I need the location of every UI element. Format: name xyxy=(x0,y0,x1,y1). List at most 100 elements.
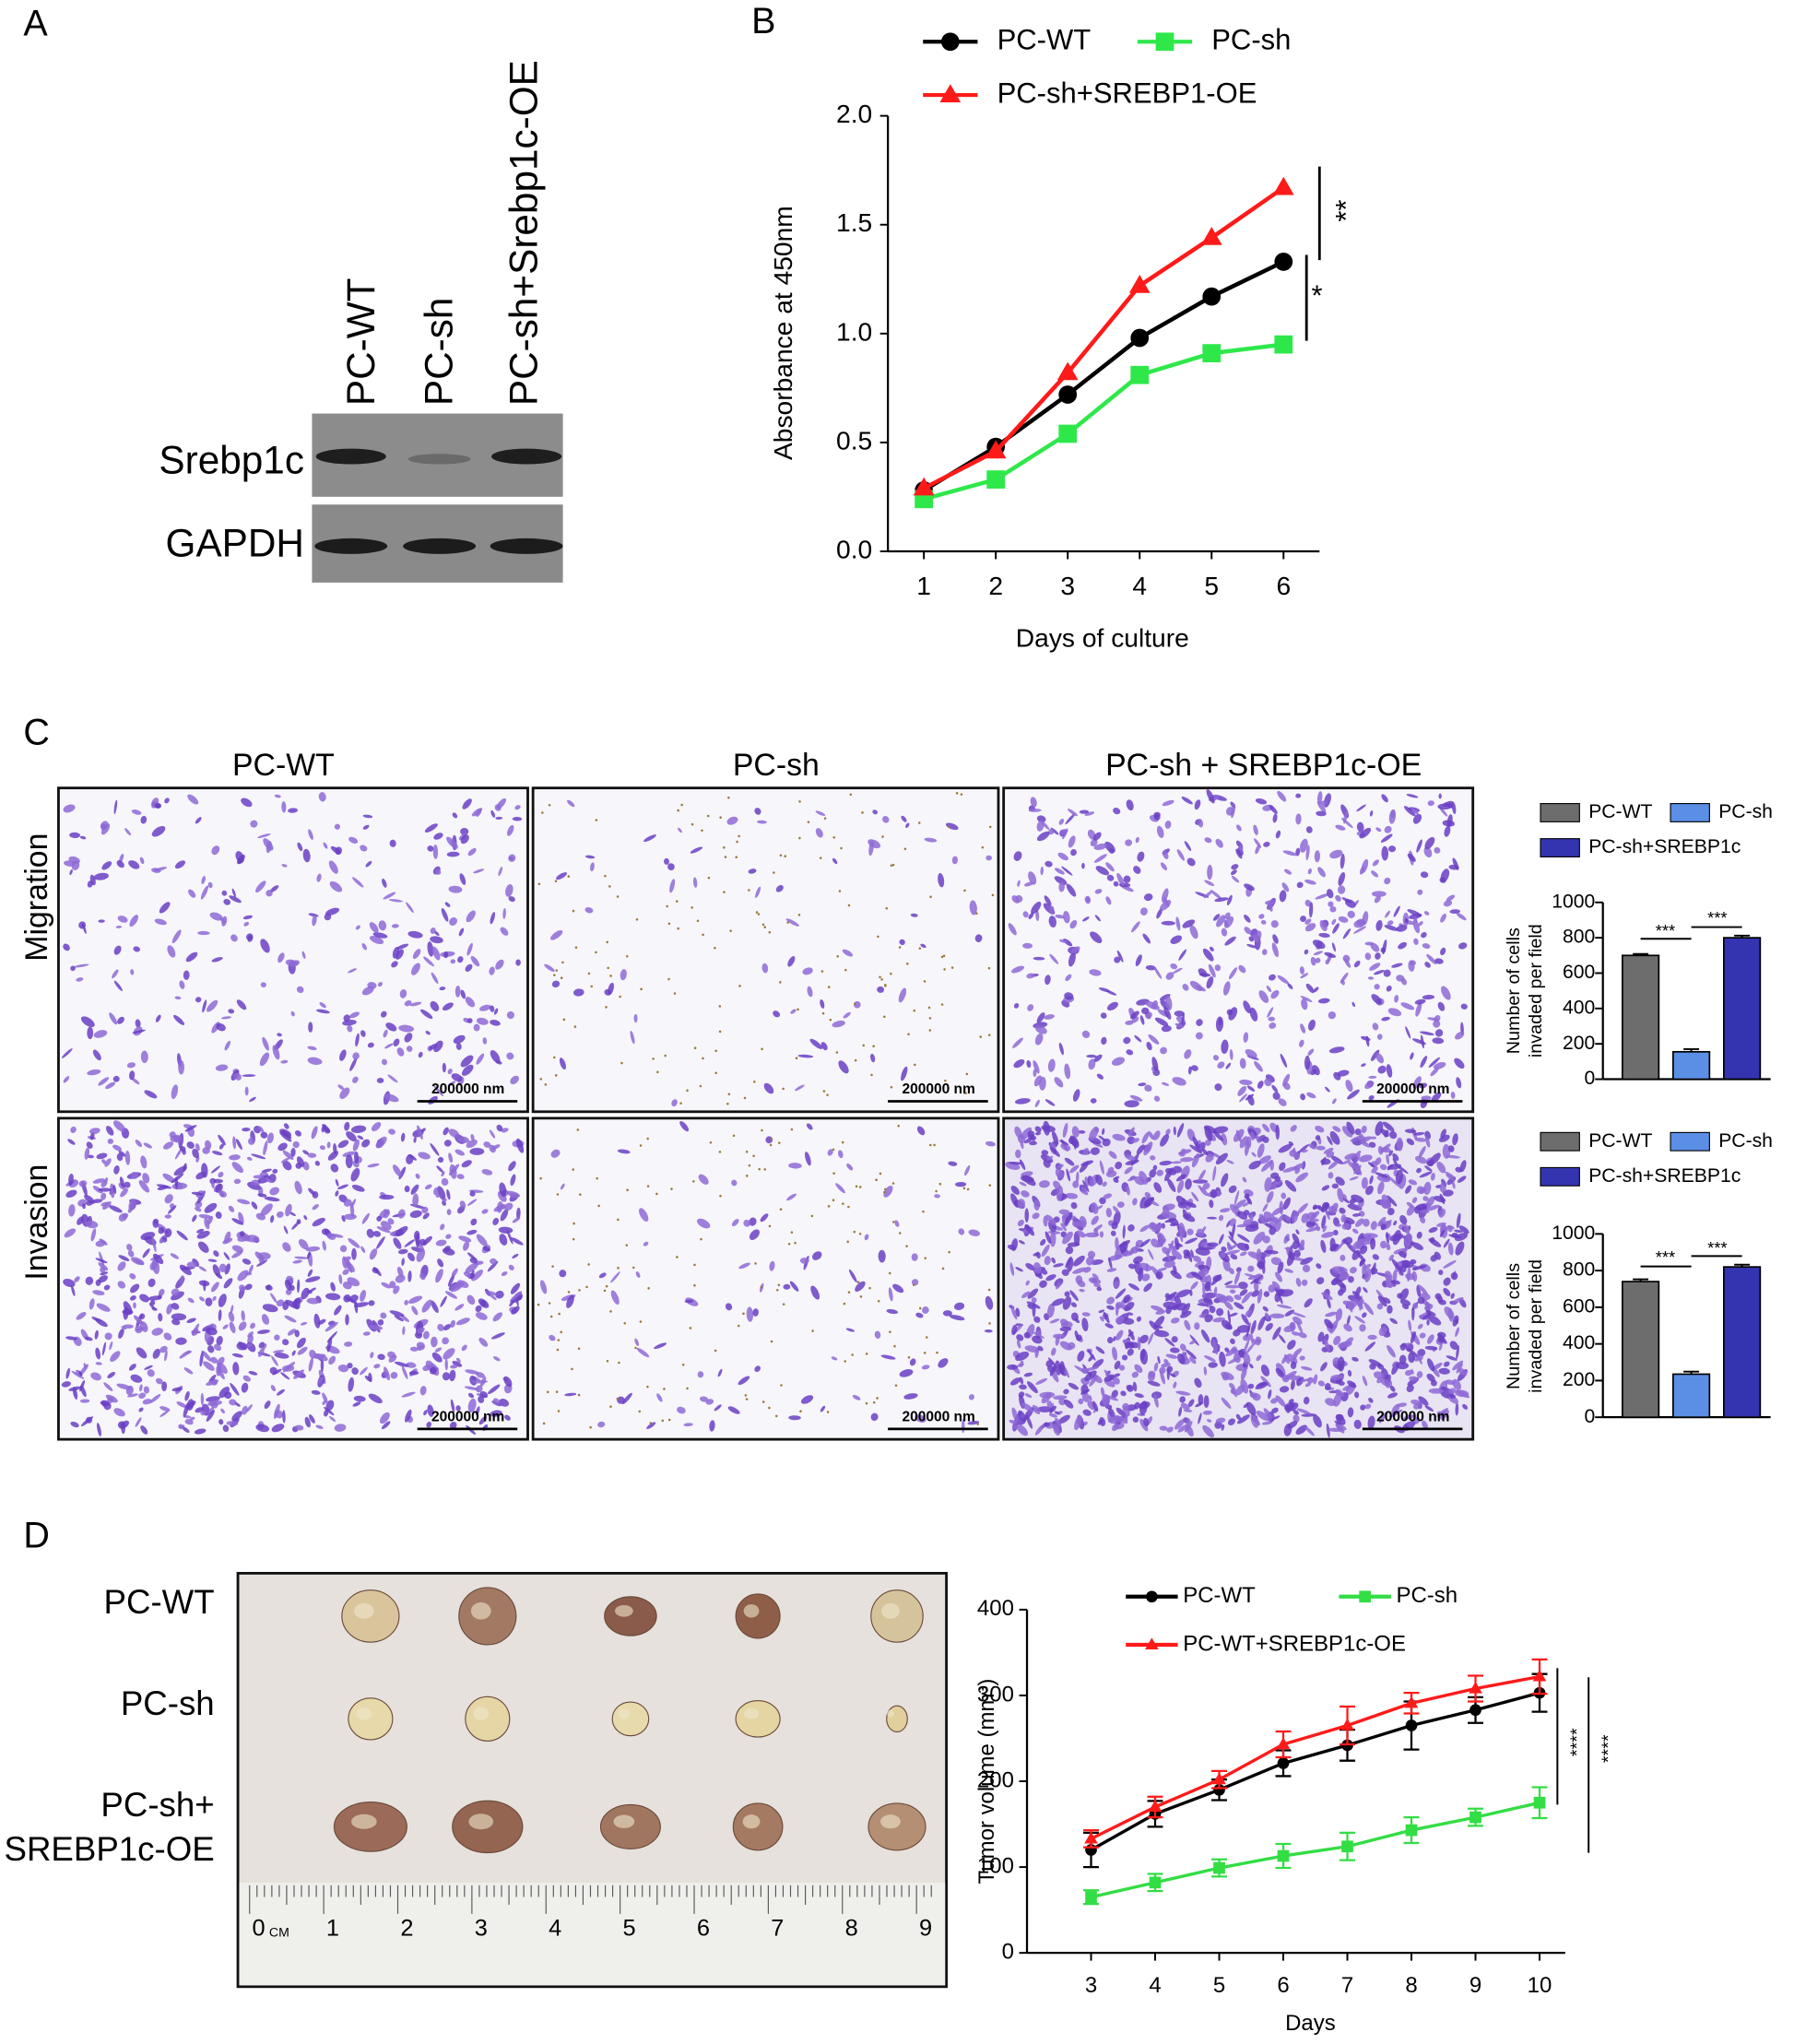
cell xyxy=(1179,1310,1192,1318)
cell xyxy=(1089,1126,1099,1141)
cell xyxy=(1096,1286,1103,1292)
cell xyxy=(1080,1187,1088,1193)
cell xyxy=(433,1085,444,1097)
cell xyxy=(1410,1330,1416,1344)
cell xyxy=(1333,1335,1341,1346)
cell xyxy=(105,1126,114,1136)
x-tick-label: 6 xyxy=(1277,1973,1289,1998)
cell xyxy=(1440,1392,1450,1399)
debris xyxy=(918,1306,922,1310)
debris xyxy=(667,1418,671,1422)
cell xyxy=(620,969,627,981)
cell xyxy=(284,1279,292,1291)
cell xyxy=(1104,1375,1114,1382)
cell xyxy=(1203,1395,1210,1409)
cell xyxy=(218,1309,222,1321)
cell xyxy=(253,1175,265,1179)
cell xyxy=(312,915,317,927)
cell xyxy=(1305,983,1315,994)
cell xyxy=(1279,1294,1283,1305)
cell xyxy=(1258,1155,1271,1164)
cell xyxy=(470,956,480,967)
cell xyxy=(1412,1076,1422,1090)
cell xyxy=(116,1152,124,1162)
cell xyxy=(173,1014,185,1025)
cell xyxy=(368,1393,383,1404)
cell xyxy=(1450,1293,1455,1299)
cell xyxy=(463,1271,473,1278)
debris xyxy=(856,1281,860,1283)
cell xyxy=(1456,913,1467,921)
cell xyxy=(1278,1098,1287,1106)
cell xyxy=(1032,1212,1040,1220)
scale-bar-label: 200000 nm xyxy=(902,1081,974,1097)
cell xyxy=(244,1086,249,1096)
cell xyxy=(1076,1334,1082,1341)
marker xyxy=(1200,227,1222,245)
cell xyxy=(837,1150,844,1159)
cell xyxy=(1174,1419,1185,1430)
cell xyxy=(194,1428,207,1435)
cell xyxy=(1448,1234,1462,1239)
cell xyxy=(1387,1392,1399,1399)
cell xyxy=(1319,920,1328,932)
cell xyxy=(1296,881,1304,889)
debris xyxy=(768,1406,771,1410)
cell xyxy=(1065,974,1072,982)
cell xyxy=(282,1301,289,1310)
cell xyxy=(255,880,266,893)
cell xyxy=(1254,930,1262,942)
cell xyxy=(1059,1140,1069,1146)
cell xyxy=(1351,1228,1359,1235)
debris xyxy=(879,975,881,978)
cell xyxy=(1009,1262,1015,1276)
cell xyxy=(405,1409,412,1423)
cell xyxy=(201,1350,212,1362)
cell xyxy=(1298,1332,1307,1339)
cell xyxy=(1225,1249,1241,1256)
cell xyxy=(171,1291,184,1301)
cell xyxy=(1206,1419,1212,1423)
cell xyxy=(1372,1254,1379,1260)
cell xyxy=(1271,942,1279,958)
cell xyxy=(163,1141,174,1150)
cell xyxy=(1163,1358,1169,1365)
cell xyxy=(1112,1133,1126,1141)
cell xyxy=(466,1294,476,1306)
cell xyxy=(398,1024,415,1033)
cell xyxy=(357,1135,364,1140)
cell xyxy=(135,1417,142,1427)
cell xyxy=(470,1133,475,1141)
cell xyxy=(820,998,825,1009)
cell xyxy=(266,1132,274,1144)
cell xyxy=(1049,905,1055,915)
cell xyxy=(138,1179,150,1193)
cell xyxy=(1340,972,1349,984)
cell xyxy=(427,845,434,852)
cell xyxy=(1387,1344,1396,1358)
cell xyxy=(1380,833,1393,843)
cell xyxy=(449,1369,456,1382)
cell xyxy=(1181,797,1193,805)
debris xyxy=(714,1349,717,1353)
cell xyxy=(1134,1393,1144,1399)
cell xyxy=(402,1326,406,1336)
debris xyxy=(647,1287,650,1290)
cell xyxy=(1134,1034,1142,1043)
cell xyxy=(1087,1250,1096,1258)
cell xyxy=(1304,918,1312,925)
cell xyxy=(343,1256,351,1261)
tumor-highlight xyxy=(743,1707,760,1719)
cell xyxy=(447,1068,453,1075)
debris xyxy=(723,891,726,893)
cell xyxy=(773,1010,781,1018)
cell xyxy=(87,880,93,888)
cell xyxy=(342,1269,349,1275)
cell xyxy=(328,860,338,874)
cell xyxy=(1355,1218,1364,1227)
cell xyxy=(1203,891,1213,899)
cell xyxy=(1426,1373,1435,1382)
cell xyxy=(81,923,87,934)
cell xyxy=(1241,1291,1252,1304)
cell xyxy=(395,1225,408,1236)
